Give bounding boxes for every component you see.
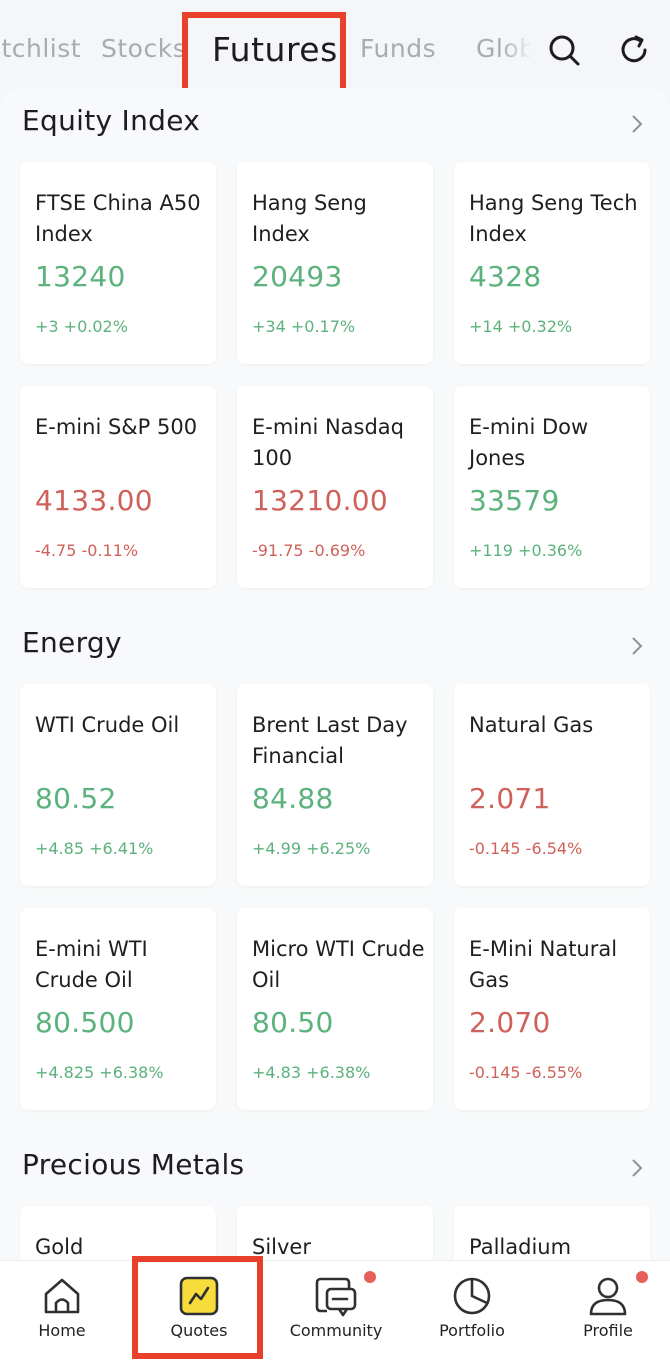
search-icon[interactable] <box>546 32 582 68</box>
contract-name: Micro WTI Crude Oil <box>252 937 425 992</box>
quote-card[interactable]: FTSE China A50 Index 13240 +3 +0.02% <box>20 162 216 364</box>
quote-card[interactable]: Natural Gas 2.071 -0.145 -6.54% <box>454 684 650 886</box>
quote-card[interactable]: E-mini WTI Crude Oil 80.500 +4.825 +6.38… <box>20 908 216 1110</box>
contract-name: E-mini Dow Jones <box>469 415 589 470</box>
tab-funds[interactable]: Funds <box>360 34 437 63</box>
quote-card[interactable]: Hang Seng Tech Index 4328 +14 +0.32% <box>454 162 650 364</box>
community-icon <box>315 1277 357 1317</box>
contract-name: Natural Gas <box>469 713 594 737</box>
market-tabs: Watchlist Stocks Futures Funds Global <box>0 0 530 100</box>
home-icon <box>44 1278 80 1314</box>
contract-change: +4.825 +6.38% <box>35 1063 164 1082</box>
contract-price: 80.500 <box>35 1006 135 1039</box>
tab-stocks[interactable]: Stocks <box>101 34 187 63</box>
contract-name: Brent Last Day Financial <box>252 713 408 768</box>
section-energy: Energy WTI Crude Oil 80.52 +4.85 +6.41% … <box>0 626 670 1126</box>
contract-change: -0.145 -6.54% <box>469 839 583 858</box>
contract-price: 2.070 <box>469 1006 551 1039</box>
nav-label: Profile <box>583 1321 633 1340</box>
contract-name: Hang Seng Tech Index <box>469 191 638 246</box>
contract-change: -4.75 -0.11% <box>35 541 139 560</box>
contract-price: 13210.00 <box>252 484 389 517</box>
quote-card[interactable]: Gold <box>20 1206 216 1260</box>
quote-card[interactable]: E-Mini Natural Gas 2.070 -0.145 -6.55% <box>454 908 650 1110</box>
contract-price: 33579 <box>469 484 560 517</box>
nav-label: Community <box>289 1321 383 1340</box>
nav-label: Quotes <box>170 1321 228 1340</box>
contract-name: WTI Crude Oil <box>35 713 180 737</box>
quote-card[interactable]: Brent Last Day Financial 84.88 +4.99 +6.… <box>237 684 433 886</box>
section-title: Equity Index <box>22 104 201 137</box>
profile-icon <box>589 1277 627 1316</box>
tab-futures[interactable]: Futures <box>212 30 338 69</box>
contract-price: 4133.00 <box>35 484 153 517</box>
contract-name: E-mini WTI Crude Oil <box>35 937 148 992</box>
quote-card[interactable]: Hang Seng Index 20493 +34 +0.17% <box>237 162 433 364</box>
contract-price: 2.071 <box>469 782 551 815</box>
contract-change: -91.75 -0.69% <box>252 541 366 560</box>
contract-change: +34 +0.17% <box>252 317 356 336</box>
quote-card[interactable]: E-mini S&P 500 4133.00 -4.75 -0.11% <box>20 386 216 588</box>
quote-card[interactable]: Silver <box>237 1206 433 1260</box>
quotes-icon <box>179 1276 219 1316</box>
quote-card[interactable]: Palladium <box>454 1206 650 1260</box>
contract-change: +14 +0.32% <box>469 317 573 336</box>
contract-price: 84.88 <box>252 782 334 815</box>
contract-change: +3 +0.02% <box>35 317 128 336</box>
nav-label: Portfolio <box>439 1321 505 1340</box>
quote-card[interactable]: E-mini Dow Jones 33579 +119 +0.36% <box>454 386 650 588</box>
section-title: Precious Metals <box>22 1148 245 1181</box>
contract-name: E-mini S&P 500 <box>35 415 198 439</box>
nav-label: Home <box>38 1321 86 1340</box>
nav-home[interactable]: Home <box>2 1261 122 1368</box>
contract-name: E-Mini Natural Gas <box>469 937 618 992</box>
contract-name: Silver <box>252 1235 311 1259</box>
quote-card[interactable]: WTI Crude Oil 80.52 +4.85 +6.41% <box>20 684 216 886</box>
chevron-right-icon[interactable] <box>628 112 646 136</box>
contract-name: FTSE China A50 Index <box>35 191 201 246</box>
contract-name: Gold <box>35 1235 84 1259</box>
notification-badge <box>364 1271 376 1283</box>
contract-change: +4.83 +6.38% <box>252 1063 371 1082</box>
contract-change: +4.85 +6.41% <box>35 839 154 858</box>
quote-card[interactable]: Micro WTI Crude Oil 80.50 +4.83 +6.38% <box>237 908 433 1110</box>
contract-name: Hang Seng Index <box>252 191 367 246</box>
contract-change: -0.145 -6.55% <box>469 1063 583 1082</box>
notification-badge <box>636 1271 648 1283</box>
contract-price: 80.50 <box>252 1006 334 1039</box>
contract-change: +4.99 +6.25% <box>252 839 371 858</box>
chevron-right-icon[interactable] <box>628 1156 646 1180</box>
section-title: Energy <box>22 626 122 659</box>
quotes-highlight-box <box>132 1256 263 1359</box>
contract-name: Palladium <box>469 1235 572 1259</box>
nav-profile[interactable]: Profile <box>548 1261 668 1368</box>
contract-price: 13240 <box>35 260 126 293</box>
portfolio-icon <box>453 1277 491 1315</box>
section-precious-metals: Precious Metals Gold Silver Palladium <box>0 1148 670 1260</box>
contract-price: 4328 <box>469 260 542 293</box>
nav-community[interactable]: Community <box>276 1261 396 1368</box>
contract-price: 80.52 <box>35 782 117 815</box>
quote-card[interactable]: E-mini Nasdaq 100 13210.00 -91.75 -0.69% <box>237 386 433 588</box>
contract-name: E-mini Nasdaq 100 <box>252 415 405 470</box>
nav-portfolio[interactable]: Portfolio <box>412 1261 532 1368</box>
futures-content: Equity Index FTSE China A50 Index 13240 … <box>0 88 670 1260</box>
refresh-icon[interactable] <box>616 32 652 68</box>
contract-change: +119 +0.36% <box>469 541 583 560</box>
chevron-right-icon[interactable] <box>628 634 646 658</box>
nav-quotes[interactable]: Quotes <box>139 1261 259 1368</box>
tab-fade <box>500 20 530 80</box>
contract-price: 20493 <box>252 260 343 293</box>
bottom-navigation: Home Quotes Community Portfolio Profile <box>0 1260 670 1368</box>
section-equity-index: Equity Index FTSE China A50 Index 13240 … <box>0 104 670 604</box>
tab-watchlist[interactable]: Watchlist <box>0 34 82 63</box>
